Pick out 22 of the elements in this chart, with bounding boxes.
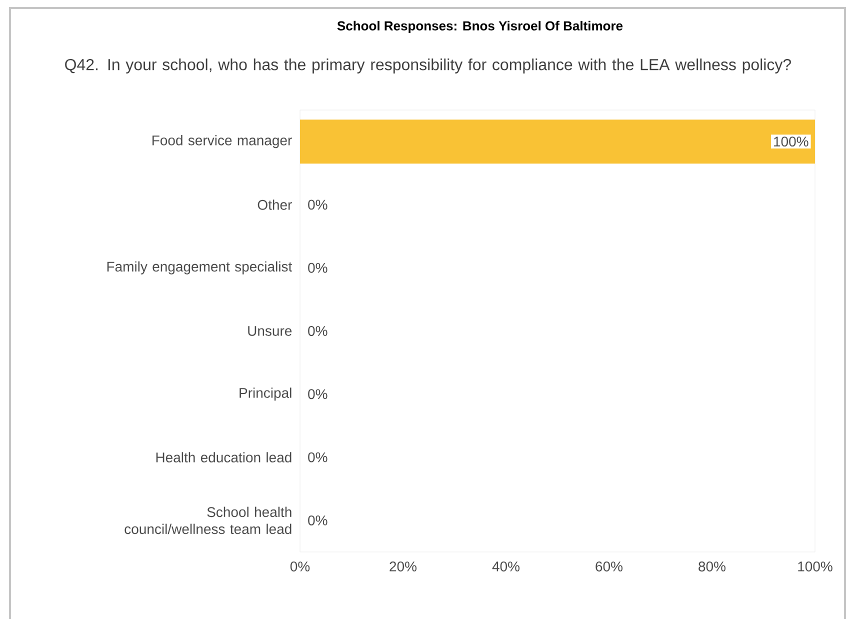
- data-label: 0%: [308, 262, 328, 273]
- data-label: 0%: [308, 452, 328, 462]
- data-label: 0%: [308, 389, 328, 400]
- y-tick-label: Principal: [240, 388, 292, 401]
- x-tick-label: 0%: [290, 562, 310, 572]
- y-tick-label: Health education lead: [156, 452, 292, 462]
- x-tick-label: 100%: [798, 562, 832, 572]
- y-tick-label: Other: [258, 200, 292, 210]
- data-label: 100%: [774, 136, 808, 147]
- y-tick-label: Unsure: [248, 326, 292, 336]
- x-tick-label: 40%: [492, 562, 520, 572]
- chart-subtitle: Q42. In your school, who has the primary responsibility for compliance with the LEA wellness policy?: [65, 58, 791, 74]
- x-tick-label: 60%: [596, 562, 623, 572]
- data-label: 0%: [308, 326, 328, 336]
- y-tick-label: Food service manager: [152, 135, 292, 148]
- x-tick-label: 20%: [390, 562, 417, 572]
- y-tick-label: School health council/wellness team lead: [124, 506, 292, 534]
- y-tick-label: Family engagement specialist: [107, 261, 292, 274]
- data-label: 0%: [308, 515, 328, 526]
- x-tick-label: 80%: [698, 562, 726, 572]
- data-label: 0%: [308, 200, 328, 210]
- chart-title: School Responses: Bnos Yisroel Of Baltimore: [337, 20, 623, 34]
